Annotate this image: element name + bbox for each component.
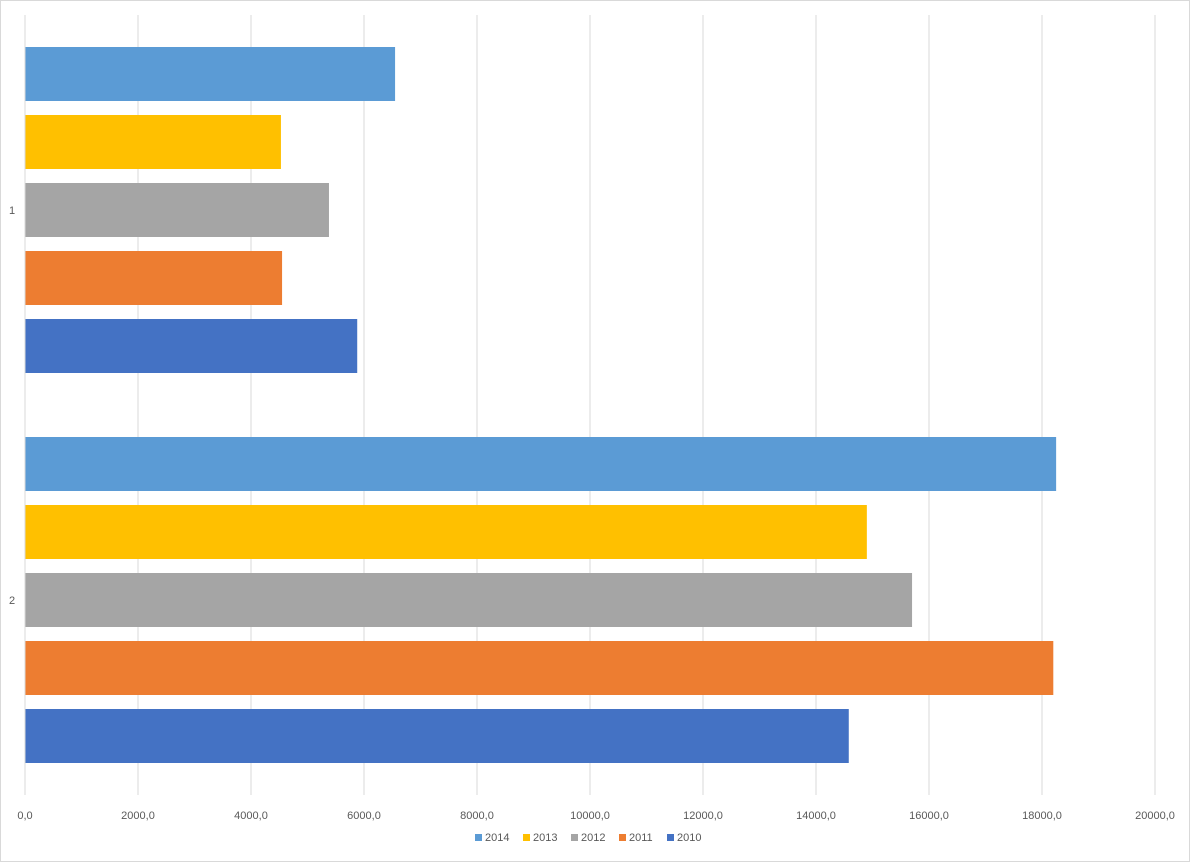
x-tick-label: 14000,0: [796, 810, 836, 822]
bar-2011-cat-1: [25, 251, 283, 305]
legend-swatch-2013: [523, 834, 530, 841]
legend-swatch-2012: [571, 834, 578, 841]
category-label: 2: [9, 595, 15, 607]
x-tick-label: 0,0: [17, 810, 32, 822]
bar-2013-cat-2: [25, 505, 867, 559]
x-tick-label: 2000,0: [121, 810, 155, 822]
x-tick-label: 6000,0: [347, 810, 381, 822]
bar-2014-cat-1: [25, 47, 396, 101]
bar-2013-cat-1: [25, 115, 281, 169]
x-tick-label: 4000,0: [234, 810, 268, 822]
bar-2012-cat-2: [25, 573, 913, 627]
bar-2011-cat-2: [25, 641, 1054, 695]
x-tick-label: 20000,0: [1135, 810, 1175, 822]
x-tick-label: 10000,0: [570, 810, 610, 822]
bar-2010-cat-1: [25, 319, 358, 373]
legend-label-2010: 2010: [677, 832, 701, 844]
x-tick-label: 12000,0: [683, 810, 723, 822]
category-label: 1: [9, 205, 15, 217]
legend-label-2012: 2012: [581, 832, 605, 844]
bars: [25, 47, 1057, 763]
bar-2012-cat-1: [25, 183, 329, 237]
legend-label-2011: 2011: [629, 832, 653, 844]
x-tick-label: 8000,0: [460, 810, 494, 822]
legend-swatch-2010: [667, 834, 674, 841]
x-tick-label: 16000,0: [909, 810, 949, 822]
legend-label-2013: 2013: [533, 832, 557, 844]
axis: 0,0 2000,0 4000,0 6000,0 8000,0 10000,0 12000,…: [9, 15, 1175, 822]
legend-swatch-2011: [619, 834, 626, 841]
legend: 2014 2013 2012 2011 2010: [475, 832, 701, 844]
bar-2014-cat-2: [25, 437, 1057, 491]
x-tick-label: 18000,0: [1022, 810, 1062, 822]
bar-2010-cat-2: [25, 709, 849, 763]
legend-label-2014: 2014: [485, 832, 509, 844]
legend-swatch-2014: [475, 834, 482, 841]
